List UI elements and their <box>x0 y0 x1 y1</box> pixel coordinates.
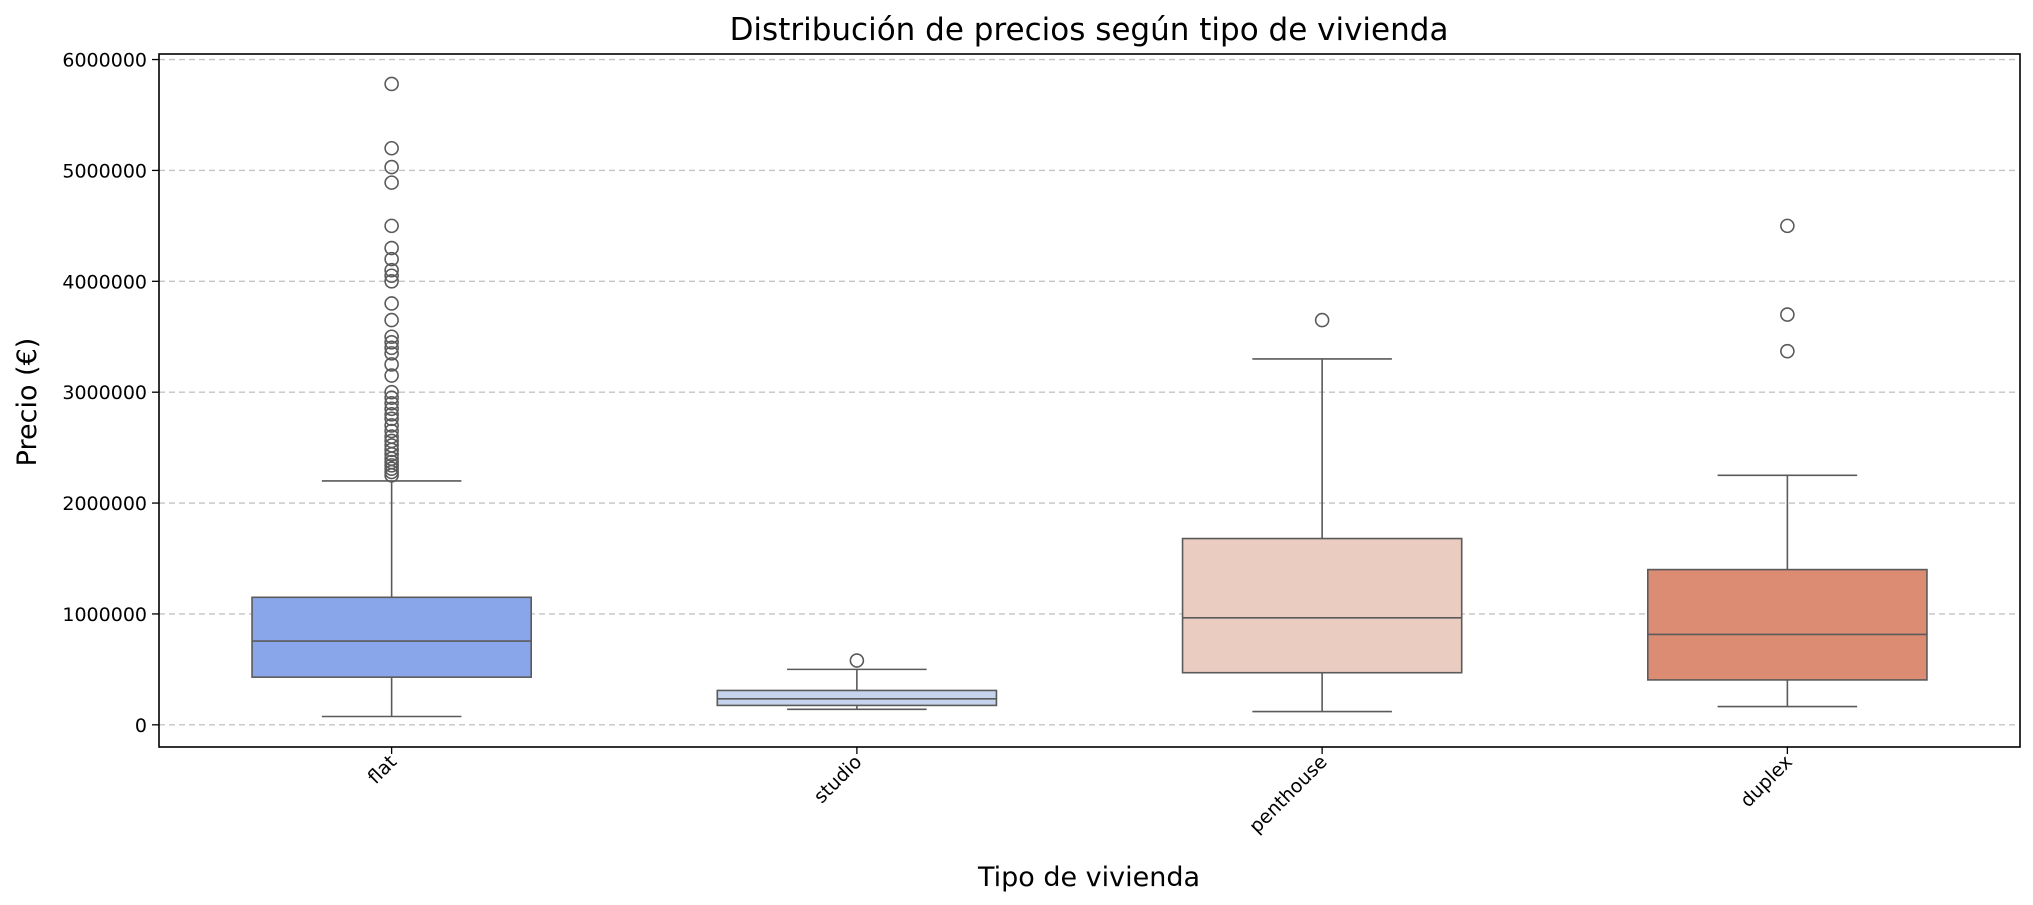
outlier-point <box>384 274 399 289</box>
outlier-point <box>1780 218 1795 234</box>
x-axis-ticks: flat studio penthouse duplex <box>364 747 1797 838</box>
y-tick-label: 0 <box>135 715 147 737</box>
outlier-point <box>384 384 399 400</box>
outlier-point <box>384 268 399 284</box>
box-studio <box>716 653 998 711</box>
x-axis-label: Tipo de vivienda <box>977 862 1200 893</box>
y-tick-label: 4000000 <box>62 271 147 293</box>
outlier-point <box>384 418 399 433</box>
outlier-point <box>1780 343 1795 359</box>
iqr-box <box>1181 537 1463 674</box>
outlier-point <box>384 262 399 278</box>
y-axis-ticks: 0 1000000 2000000 3000000 4000000 5000000 6000… <box>62 50 159 737</box>
outlier-point <box>384 76 399 92</box>
x-tick-label: flat <box>364 751 402 789</box>
outlier-point <box>384 159 399 175</box>
outlier-point <box>384 438 399 453</box>
y-tick-label: 6000000 <box>62 50 147 72</box>
outlier-point <box>384 218 399 234</box>
outlier-point <box>384 429 399 444</box>
outlier-point <box>384 140 399 156</box>
x-tick-label: studio <box>810 751 867 808</box>
outlier-point <box>384 334 399 350</box>
outlier-point <box>849 653 865 668</box>
outlier-point <box>384 312 399 328</box>
outlier-point <box>1780 307 1795 322</box>
chart-title: Distribución de precios según tipo de vi… <box>730 12 1449 48</box>
y-tick-label: 3000000 <box>62 382 147 404</box>
iqr-box <box>1647 568 1928 681</box>
outlier-point <box>1314 312 1330 328</box>
boxes <box>251 76 1928 718</box>
outlier-point <box>384 368 399 383</box>
outlier-point <box>384 411 399 427</box>
plot-frame <box>158 53 2021 748</box>
outlier-point <box>384 251 399 267</box>
outlier-point <box>384 423 399 439</box>
iqr-box <box>251 596 532 678</box>
outlier-point <box>384 296 399 311</box>
y-tick-label: 2000000 <box>62 493 147 515</box>
outlier-point <box>384 461 399 476</box>
outlier-point <box>384 454 399 470</box>
box-flat <box>251 76 532 718</box>
outlier-point <box>384 390 399 406</box>
outlier-point <box>384 340 399 356</box>
y-tick-label: 1000000 <box>62 604 147 626</box>
x-tick-label: duplex <box>1736 751 1797 812</box>
x-tick-label: penthouse <box>1245 751 1332 838</box>
y-axis-label: Precio (€) <box>12 338 43 467</box>
box-penthouse <box>1181 312 1463 713</box>
outlier-point <box>384 329 399 345</box>
outlier-point <box>384 407 399 422</box>
iqr-box <box>716 689 998 707</box>
box-duplex <box>1647 218 1928 708</box>
outlier-point <box>384 433 399 449</box>
y-tick-label: 5000000 <box>62 160 147 182</box>
outlier-point <box>384 458 399 473</box>
outlier-point <box>384 401 399 417</box>
outlier-point <box>384 395 399 411</box>
outlier-point <box>384 357 399 372</box>
outlier-point <box>384 346 399 361</box>
outlier-point <box>384 240 399 256</box>
outlier-point <box>384 175 399 190</box>
